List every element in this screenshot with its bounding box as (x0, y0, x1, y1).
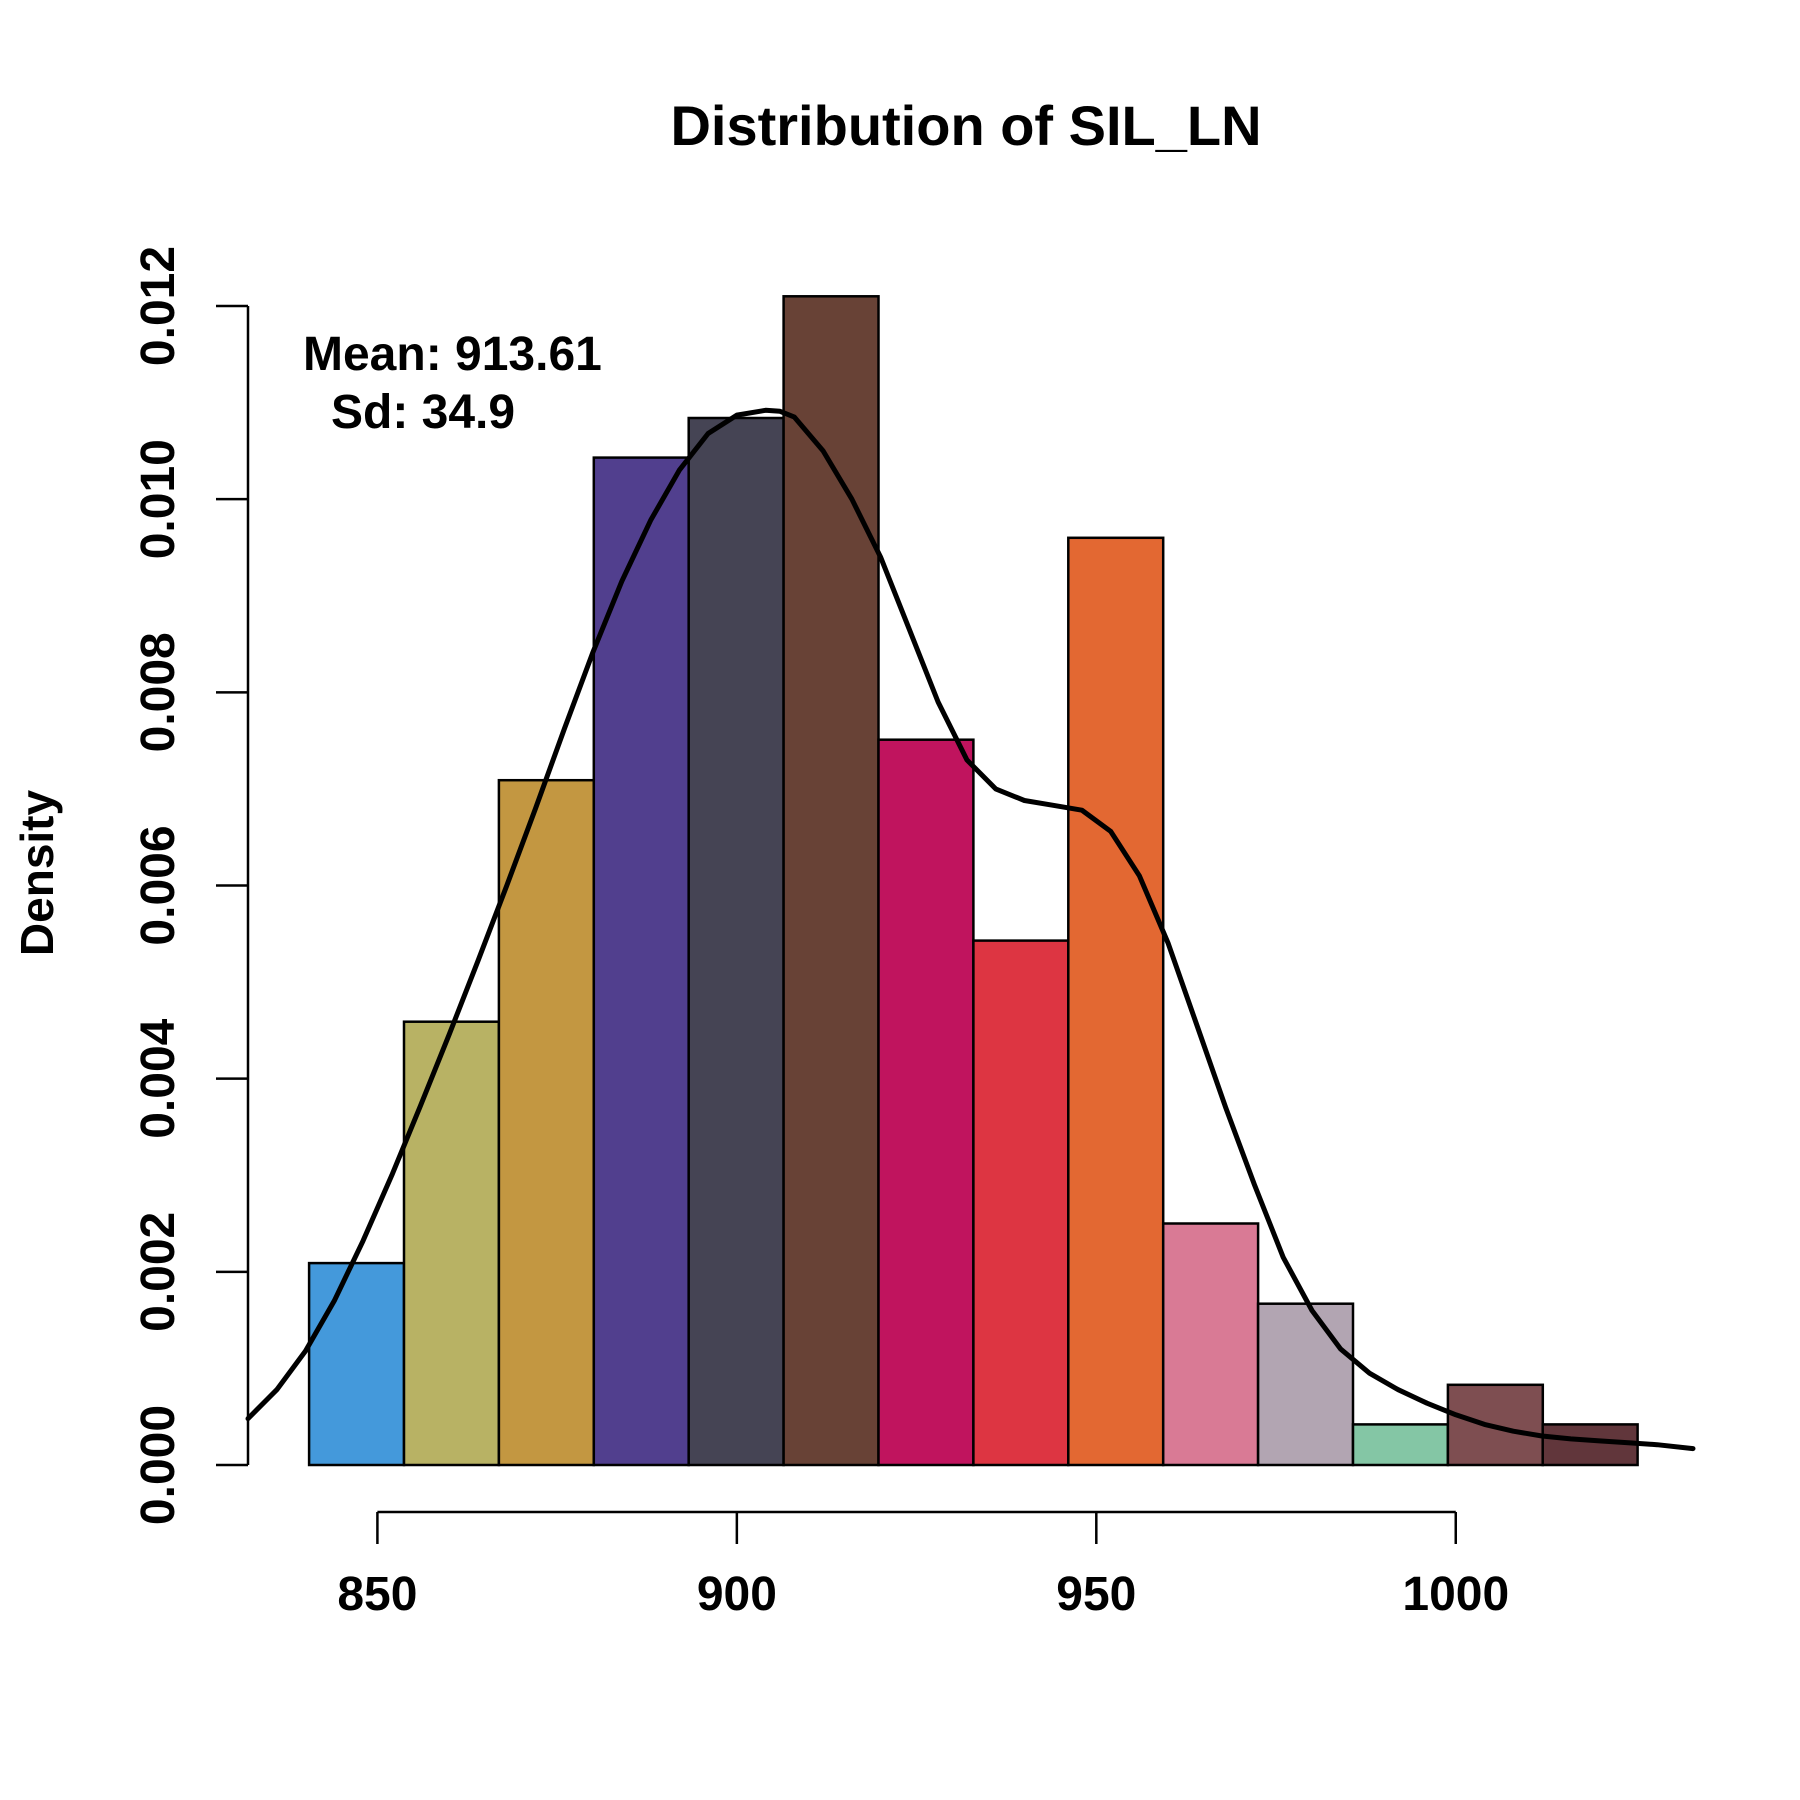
histogram-bar-10 (1161, 1222, 1260, 1467)
histogram-bar-5 (687, 416, 785, 1467)
x-axis: 850 900 950 1000 (337, 1510, 1509, 1621)
histogram-bar-6 (782, 295, 880, 1467)
histogram-bar-4 (592, 456, 690, 1467)
y-tick-label: 0.008 (132, 632, 185, 752)
histogram-bar-8 (972, 939, 1070, 1467)
y-tick-label: 0.010 (132, 439, 185, 559)
x-tick-label: 950 (1056, 1568, 1136, 1621)
mean-annotation: Mean: 913.61 (303, 328, 602, 381)
histogram-bar-2 (402, 1020, 501, 1467)
histogram-bar-1 (307, 1261, 406, 1467)
x-tick-label: 1000 (1402, 1568, 1509, 1621)
y-tick-label: 0.002 (132, 1212, 185, 1332)
y-tick-label: 0.000 (132, 1405, 185, 1525)
histogram-bars (307, 295, 1639, 1467)
y-tick-label: 0.012 (132, 246, 185, 366)
chart-title: Distribution of SIL_LN (670, 94, 1261, 157)
histogram-bar-3 (497, 778, 596, 1467)
x-tick-label: 850 (337, 1568, 417, 1621)
y-axis-label: Density (11, 790, 63, 957)
density-curve (245, 407, 1696, 1452)
histogram-bar-11 (1256, 1302, 1355, 1467)
sd-annotation: Sd: 34.9 (331, 386, 515, 439)
y-tick-label: 0.006 (132, 825, 185, 945)
histogram-bar-7 (877, 738, 975, 1467)
y-axis: 0.000 0.002 0.004 0.006 0.008 0.010 0.012 (132, 246, 250, 1525)
x-tick-label: 900 (697, 1568, 777, 1621)
y-tick-label: 0.004 (132, 1018, 185, 1138)
histogram-bar-12 (1351, 1423, 1450, 1467)
histogram-bar-9 (1067, 536, 1165, 1467)
